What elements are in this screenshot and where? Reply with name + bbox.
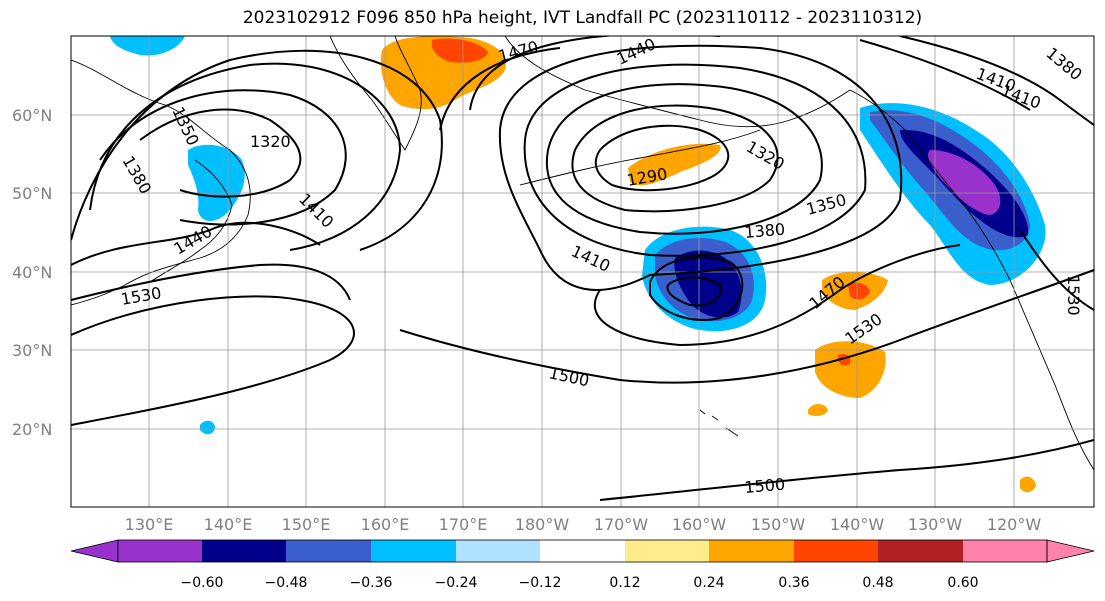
lon-label: 160°E: [361, 515, 410, 534]
coast-asia: [71, 59, 251, 306]
contour-label: 1320: [250, 132, 291, 151]
lon-label: 130°E: [125, 515, 174, 534]
colorbar-tick-label: −0.24: [435, 575, 478, 591]
colorbar-extend-left: [70, 539, 119, 563]
shade-140w-core: [848, 282, 870, 300]
contour-1410-a: [498, 44, 903, 291]
colorbar-tick-label: −0.60: [181, 575, 224, 591]
map-border: [70, 35, 1095, 508]
colorbar-tick-label: −0.48: [265, 575, 308, 591]
lon-label: 150°E: [282, 515, 331, 534]
contour-1530: [71, 263, 351, 301]
lon-label: 170°E: [439, 515, 488, 534]
shade-aleut: [628, 143, 721, 186]
shade-sm1: [808, 404, 828, 417]
coast-japan: [149, 159, 233, 283]
contour-1440-w: [71, 221, 321, 266]
lon-label: 170°W: [594, 515, 649, 534]
height-contours: [71, 36, 1094, 501]
lon-labels: 130°E 140°E 150°E 160°E 170°E 180°W 170°…: [125, 515, 1042, 534]
contour-na-1410: [859, 39, 1031, 111]
colorbar-extend-right: [1046, 539, 1095, 563]
lat-label: 20°N: [12, 420, 52, 439]
contour-low-2: [649, 256, 744, 321]
lon-label: 160°W: [672, 515, 727, 534]
shade-145w: [815, 341, 886, 398]
colorbar-segment: [118, 540, 202, 562]
shade-bering-core: [431, 38, 488, 63]
contour-1410-w: [71, 49, 443, 251]
contour-na-1530: [1019, 229, 1094, 311]
colorbar-segment: [371, 540, 456, 562]
colorbar-border: [117, 539, 1048, 563]
lat-label: 30°N: [12, 341, 52, 360]
map-area: [71, 36, 1094, 507]
colorbar-segment: [709, 540, 794, 562]
contour-1350-w: [99, 89, 347, 226]
colorbar-tick-label: 0.24: [693, 575, 724, 591]
colorbar-tick-label: 0.48: [862, 575, 893, 591]
lon-label: 140°E: [204, 515, 253, 534]
contour-label: 1380: [744, 220, 786, 242]
graticule: [71, 36, 1094, 507]
lon-label: 180°W: [515, 515, 570, 534]
shade-na-core: [928, 150, 1001, 215]
contour-1350-a: [545, 83, 823, 235]
contour-1440: [469, 36, 720, 111]
lat-label: 60°N: [12, 106, 52, 125]
shade-top-left: [110, 36, 185, 56]
colorbar-segment: [456, 540, 540, 562]
map-title: 2023102912 F096 850 hPa height, IVT Land…: [242, 8, 923, 28]
contour-1470: [439, 47, 961, 347]
coast-alaska: [504, 36, 851, 128]
coast-na: [849, 89, 1094, 471]
colorbar: −0.60 −0.48 −0.36 −0.24 −0.12 0.12 0.24 …: [70, 539, 1095, 591]
contour-low-core: [666, 276, 722, 307]
colorbar-segment: [878, 540, 963, 562]
lon-label: 140°W: [830, 515, 885, 534]
lon-label: 120°W: [987, 515, 1042, 534]
coastlines: [71, 36, 1094, 471]
contour-1320-a: [571, 104, 779, 213]
contour-na-1380: [899, 36, 1094, 126]
colorbar-segment: [286, 540, 371, 562]
shade-small: [200, 420, 215, 435]
lat-label: 40°N: [12, 263, 52, 282]
colorbar-segment: [625, 540, 709, 562]
colorbar-tick-label: −0.36: [350, 575, 393, 591]
coast-kamchatka: [329, 36, 422, 151]
contour-label: 1500: [744, 475, 786, 497]
contour-1320-w: [139, 108, 302, 198]
lon-label: 150°W: [751, 515, 806, 534]
lat-label: 50°N: [12, 184, 52, 203]
colorbar-segment: [540, 540, 625, 562]
colorbar-tick-label: 0.12: [609, 575, 640, 591]
contour-1380-a: [523, 63, 867, 257]
shade-sm2: [1020, 476, 1036, 493]
colorbar-tick-label: 0.36: [778, 575, 809, 591]
colorbar-tick-label: 0.60: [947, 575, 978, 591]
shade-cp-dark: [674, 250, 742, 318]
contour-1290: [594, 124, 730, 192]
contour-1500-a: [71, 269, 1094, 426]
colorbar-segment: [963, 540, 1047, 562]
lon-label: 130°W: [908, 515, 963, 534]
colorbar-tick-label: −0.12: [519, 575, 562, 591]
coast-aleutians: [519, 129, 761, 186]
colorbar-segment: [794, 540, 878, 562]
colorbar-segment: [202, 540, 286, 562]
contour-label: 1530: [1064, 275, 1083, 316]
lat-labels: 60°N 50°N 40°N 30°N 20°N: [12, 106, 52, 439]
contour-1500-b: [599, 439, 1094, 501]
contour-1380-w: [89, 62, 402, 251]
